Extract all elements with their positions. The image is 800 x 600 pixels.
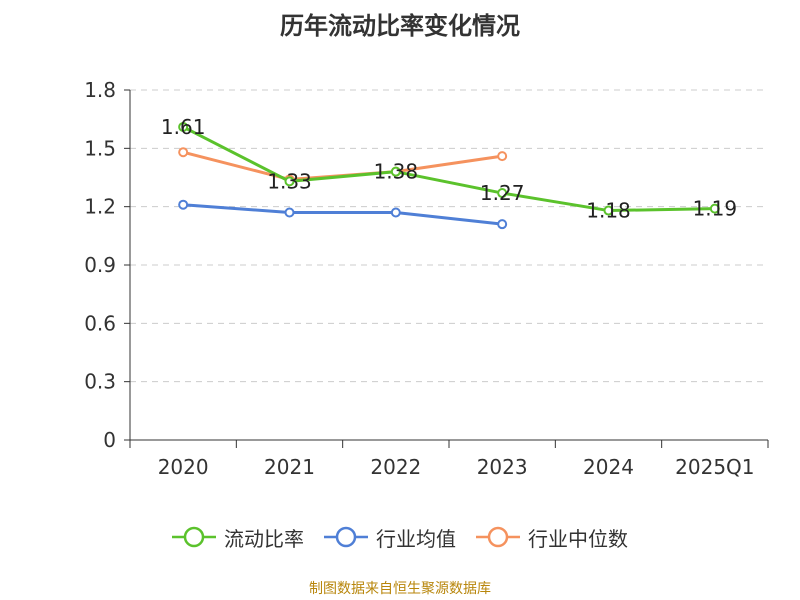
legend-marker-industry-average [324,526,368,548]
x-tick-label: 2024 [583,455,634,479]
x-tick-label: 2021 [264,455,315,479]
y-tick-label: 1.8 [84,78,116,102]
y-tick-label: 0.6 [84,311,116,335]
legend-label: 行业中位数 [528,526,628,551]
data-label: 1.18 [586,199,631,223]
y-tick-label: 1.2 [84,195,116,219]
data-source-note: 制图数据来自恒生聚源数据库 [309,581,491,597]
x-tick-label: 2025Q1 [675,455,754,479]
data-point [178,121,189,132]
data-point [390,166,401,177]
chart-title: 历年流动比率变化情况 [280,12,520,40]
data-label: 1.33 [267,169,312,193]
data-point [497,219,508,230]
data-label: 1.19 [693,197,738,221]
data-point [284,207,295,218]
y-tick-label: 1.5 [84,136,116,160]
series-line [182,125,715,213]
data-point [178,147,189,158]
series-line [183,203,503,226]
line-chart: 0 0.3 0.6 0.9 1.2 1.5 1.8 2020 2021 2022 2023 2024 2… [84,78,769,479]
legend-item-current-ratio[interactable]: 流动比率 [172,523,304,552]
legend-marker-industry-median [476,526,520,548]
legend: 流动比率 行业均值 行业中位数 [0,520,800,554]
x-tick-label: 2022 [370,455,421,479]
x-tick-label: 2023 [477,455,528,479]
legend-item-industry-average[interactable]: 行业均值 [324,523,456,552]
data-point [497,188,508,199]
x-tick-label: 2020 [158,455,209,479]
data-point [603,205,614,216]
legend-label: 行业均值 [376,526,456,551]
legend-marker-current-ratio [172,526,216,548]
data-point [497,151,508,162]
data-point [178,199,189,210]
data-label: 1.38 [374,160,419,184]
data-point [284,176,295,187]
data-point [390,207,401,218]
data-label: 1.61 [161,115,206,139]
legend-item-industry-median[interactable]: 行业中位数 [476,523,628,552]
legend-label: 流动比率 [224,526,304,551]
data-label: 1.27 [480,181,525,205]
y-tick-label: 0 [103,428,116,452]
data-point [709,203,720,214]
y-tick-label: 0.3 [84,370,116,394]
y-tick-label: 0.9 [84,253,116,277]
